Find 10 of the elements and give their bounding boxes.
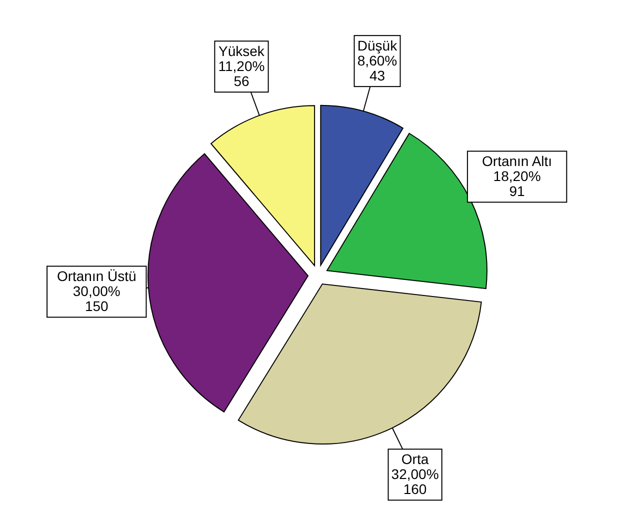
slice-label: Düşük: [357, 38, 398, 54]
data-label: 18,20% 91: [493, 168, 541, 200]
data-label: 11,20% 56: [218, 58, 265, 90]
slice-label: Yüksek: [218, 43, 266, 60]
data-label: 8,60% 43: [357, 52, 398, 84]
data-label: 30,00% 150: [72, 283, 120, 314]
slice-label: Orta: [401, 451, 429, 468]
slice-label: Ortanın Altı: [482, 153, 552, 170]
slice-label: Ortanın Üstü: [56, 268, 136, 284]
data-label: 32,00% 160: [391, 466, 439, 498]
